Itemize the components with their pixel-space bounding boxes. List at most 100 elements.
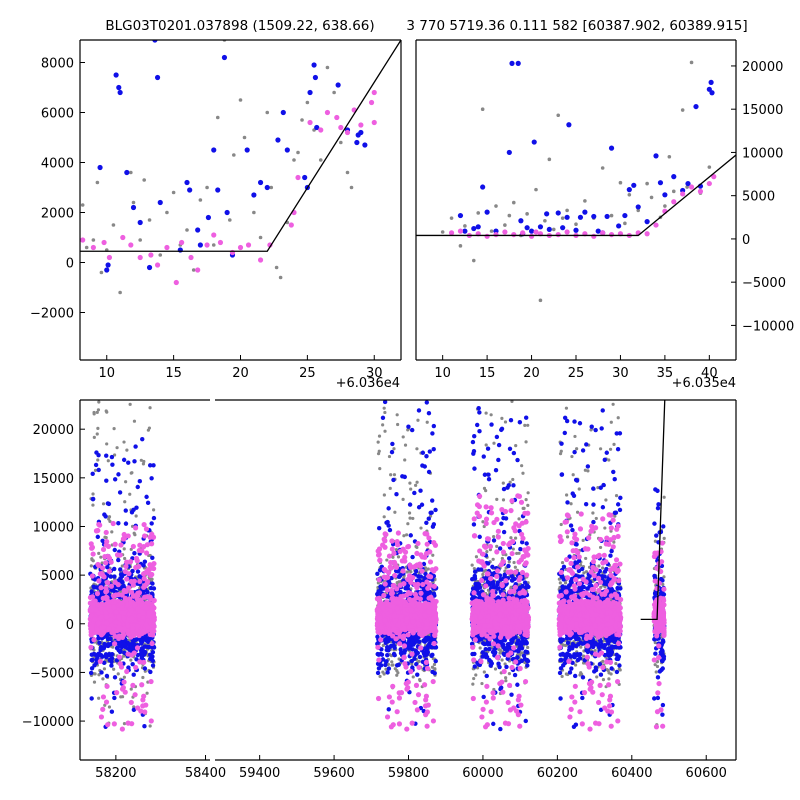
bottom-season-0-gray-point [118, 394, 121, 397]
bottom-season-0-pink-point [141, 571, 147, 577]
top_right-x-tick-label: 40 [701, 366, 718, 381]
bottom-season-1-gray-point [387, 454, 392, 459]
top_left-pink-point [318, 127, 324, 133]
bottom-season-1-blue-point [392, 652, 397, 658]
bottom-season-0-gray-point [122, 722, 127, 726]
bottom-season-1-gray-point [401, 497, 405, 501]
bottom-season-1-pink-point [430, 718, 437, 724]
bottom-season-0-pink-point [128, 699, 134, 706]
bottom-season-0-blue-point [96, 651, 101, 656]
top_right-gray-point [627, 193, 632, 197]
bottom-season-1-pink-point [427, 559, 434, 565]
top_right-gray-point [458, 244, 463, 248]
top_left-gray-point [205, 185, 209, 190]
top_left-blue-point [275, 137, 281, 143]
bottom-season-0-gray-point [142, 459, 146, 464]
bottom-season-0-pink-point [103, 542, 109, 548]
bottom-season-0-blue-point [92, 585, 97, 590]
bottom-season-0-pink-point [123, 563, 129, 570]
top-left-title: BLG03T0201.037898 (1509.22, 638.66) [105, 18, 374, 34]
bottom-season-0-gray-point [152, 508, 156, 512]
bottom-season-1-blue-point [427, 449, 433, 454]
bottom-season-0-gray-point [92, 435, 96, 439]
bottom-season-0-pink-point [100, 694, 107, 700]
bottom-season-0-pink-point [95, 620, 102, 626]
top_left-gray-point [118, 290, 122, 295]
bottom-season-0-pink-point [133, 564, 139, 571]
bottom-season-0-gray-point [91, 559, 95, 563]
top_left-blue-point [197, 242, 203, 248]
bottom-season-0-gray-point [107, 705, 112, 709]
bottom-season-0-pink-point [133, 555, 140, 562]
bottom-season-1-gray-point [378, 674, 382, 679]
top_left-gray-point [138, 238, 142, 242]
top_left-gray-point [274, 265, 279, 270]
top_left-blue-point [105, 262, 111, 268]
top_left-gray-point [345, 170, 350, 175]
bottom-season-0-pink-point [105, 553, 111, 559]
top_left-pink-point [371, 119, 377, 126]
bottom-season-0-blue-point [131, 672, 136, 677]
top_left-pink-point [371, 89, 377, 96]
bottom-season-1-gray-point [392, 447, 396, 451]
top_right-blue-point [685, 180, 691, 187]
top_left-pink-point [204, 242, 210, 248]
top_right-blue-point [564, 214, 570, 220]
bottom-season-0-gray-point [148, 724, 152, 728]
bottom-season-0-pink-point [130, 543, 136, 550]
bottom-season-0-pink-point [93, 607, 99, 613]
bottom-season-1-pink-point [410, 575, 416, 581]
top_right-blue-point [506, 149, 512, 156]
top_right-blue-point [626, 187, 632, 193]
bottom-season-0-blue-point [130, 661, 135, 667]
top_right-x-tick-label: 30 [612, 366, 629, 381]
bottom-season-1-blue-point [376, 525, 382, 531]
bottom-season-0-blue-point [112, 695, 117, 701]
bottom-season-1-blue-point [426, 411, 432, 416]
bottom-season-0-pink-point [150, 534, 157, 540]
bottom-season-1-pink-point [409, 651, 415, 657]
bottom-season-0-blue-point [99, 670, 104, 675]
bottom-season-1-blue-point [417, 654, 423, 660]
top_right-blue-point [457, 212, 464, 219]
bottom-season-0-gray-point [123, 500, 127, 504]
bottom-season-0-blue-point [101, 646, 107, 651]
bottom-season-1-gray-point [407, 511, 412, 515]
bottom-season-0-pink-point [129, 616, 135, 622]
bottom-season-0-gray-point [91, 503, 95, 507]
top_left-pink-point [101, 239, 107, 246]
bottom-season-0-blue-point [130, 568, 135, 574]
bottom-season-0-gray-point [116, 672, 120, 676]
bottom-season-0-pink-point [143, 526, 150, 532]
top_right-pink-point [688, 184, 695, 190]
top_left-gray-point [332, 90, 336, 95]
bottom-season-1-gray-point [406, 522, 410, 526]
bottom-season-1-blue-point [387, 644, 392, 650]
bottom-season-0-pink-point [121, 531, 127, 538]
bottom-season-0-pink-point [143, 594, 150, 600]
top_left-pink-point [344, 129, 351, 136]
top_left-gray-point [147, 218, 152, 222]
bottom-season-0-blue-point [151, 463, 156, 468]
bottom-season-0-blue-point [109, 709, 115, 714]
bottom-season-0-pink-point [126, 585, 132, 591]
bottom-season-0-pink-point [124, 576, 130, 582]
top_right-gray-point [551, 227, 556, 232]
bottom-season-1-pink-point [376, 577, 382, 583]
bottom-season-0-blue-point [109, 454, 115, 460]
bottom-season-0-blue-point [109, 659, 114, 664]
bottom-season-1-blue-point [398, 589, 403, 595]
bottom-season-0-blue-point [112, 547, 117, 553]
bottom-season-0-pink-point [116, 613, 122, 620]
bottom-season-1-gray-point [416, 418, 420, 422]
top_right-blue-point [693, 103, 699, 110]
top_left-gray-point [131, 200, 136, 205]
bottom-season-0-pink-point [137, 659, 143, 665]
bottom-season-0-pink-point [91, 616, 98, 622]
bottom-season-1-blue-point [375, 670, 381, 676]
top_left-pink-point [324, 109, 331, 116]
top_right-pink-point [706, 180, 712, 187]
bottom-season-0-pink-point [135, 705, 141, 711]
bottom-season-0-blue-point [123, 508, 128, 513]
bottom-season-0-pink-point [117, 552, 123, 558]
